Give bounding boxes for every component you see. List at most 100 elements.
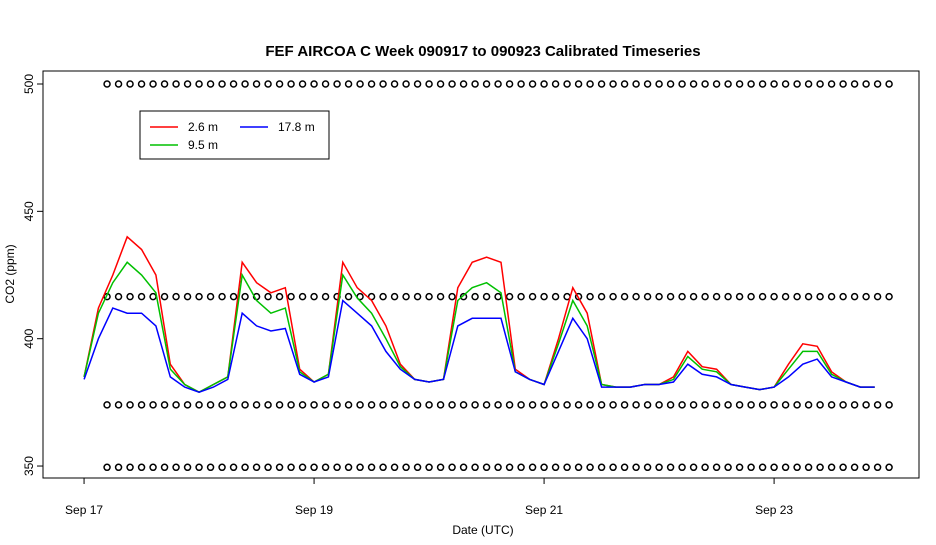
reference-marker (827, 292, 836, 301)
reference-marker (609, 401, 617, 409)
x-axis-label: Date (UTC) (452, 523, 513, 537)
reference-marker (609, 292, 617, 301)
reference-marker (241, 463, 249, 472)
reference-marker (160, 463, 169, 472)
reference-marker (126, 292, 134, 301)
reference-marker (781, 292, 790, 301)
reference-marker (114, 292, 123, 301)
reference-marker (356, 80, 364, 88)
reference-marker (632, 463, 640, 472)
x-tick-label: Sep 23 (755, 503, 793, 517)
reference-marker (482, 401, 491, 409)
reference-marker (551, 80, 560, 88)
reference-marker (643, 463, 652, 472)
reference-marker (735, 80, 744, 88)
reference-marker (114, 80, 123, 88)
reference-marker (862, 401, 870, 409)
reference-marker (229, 292, 238, 301)
reference-marker (804, 292, 813, 301)
reference-marker (264, 80, 272, 88)
reference-marker (712, 80, 721, 88)
reference-marker (666, 401, 675, 409)
reference-marker (793, 80, 801, 88)
reference-marker (459, 401, 468, 409)
reference-marker (494, 80, 502, 88)
reference-marker (735, 401, 744, 409)
reference-marker (586, 401, 594, 409)
reference-marker (816, 80, 824, 88)
legend-label: 9.5 m (188, 138, 218, 152)
y-axis-label: CO2 (ppm) (3, 244, 17, 303)
reference-marker (298, 80, 307, 88)
reference-marker (816, 463, 824, 472)
reference-marker (114, 463, 123, 472)
reference-marker (310, 401, 318, 409)
reference-marker (609, 463, 617, 472)
reference-marker (827, 80, 836, 88)
reference-marker (517, 401, 525, 409)
legend-box (139, 110, 330, 160)
reference-marker (724, 463, 732, 472)
reference-marker (574, 292, 583, 301)
reference-marker (850, 292, 859, 301)
reference-marker (448, 80, 456, 88)
reference-marker (252, 80, 261, 88)
reference-marker (747, 80, 755, 88)
reference-marker (827, 401, 836, 409)
reference-marker (413, 80, 422, 88)
reference-marker (655, 401, 663, 409)
reference-marker (287, 463, 295, 472)
reference-marker (137, 292, 146, 301)
reference-marker (229, 80, 238, 88)
reference-marker (436, 292, 445, 301)
reference-marker (287, 292, 295, 301)
reference-marker (114, 401, 123, 409)
reference-marker (839, 463, 847, 472)
reference-marker (287, 401, 295, 409)
reference-marker (758, 401, 767, 409)
reference-marker (735, 292, 744, 301)
reference-marker (183, 401, 192, 409)
reference-marker (632, 401, 640, 409)
reference-marker (206, 292, 215, 301)
reference-marker (137, 463, 146, 472)
reference-marker (206, 80, 215, 88)
reference-marker (367, 401, 376, 409)
reference-marker (563, 80, 571, 88)
reference-marker (597, 292, 606, 301)
reference-marker (517, 463, 525, 472)
reference-marker (287, 80, 295, 88)
reference-marker (344, 463, 353, 472)
reference-marker (712, 292, 721, 301)
reference-marker (678, 401, 686, 409)
reference-marker (770, 292, 778, 301)
reference-marker (540, 292, 548, 301)
reference-marker (333, 80, 341, 88)
reference-marker (505, 401, 514, 409)
reference-marker (494, 463, 502, 472)
reference-marker (586, 463, 594, 472)
reference-marker (885, 292, 893, 301)
reference-marker (413, 463, 422, 472)
reference-marker (367, 80, 376, 88)
reference-marker (137, 80, 146, 88)
reference-marker (770, 401, 778, 409)
reference-marker (551, 292, 560, 301)
reference-marker (275, 292, 284, 301)
reference-marker (402, 401, 410, 409)
reference-marker (275, 463, 284, 472)
reference-marker (643, 80, 652, 88)
reference-marker (379, 401, 387, 409)
reference-marker (712, 401, 721, 409)
reference-marker (597, 401, 606, 409)
reference-marker (379, 80, 387, 88)
reference-marker (379, 463, 387, 472)
reference-marker (758, 80, 767, 88)
legend-label: 17.8 m (278, 120, 315, 134)
reference-marker (310, 292, 318, 301)
reference-marker (206, 401, 215, 409)
reference-marker (160, 401, 169, 409)
reference-marker (390, 401, 399, 409)
reference-marker (321, 463, 330, 472)
reference-marker (597, 463, 606, 472)
